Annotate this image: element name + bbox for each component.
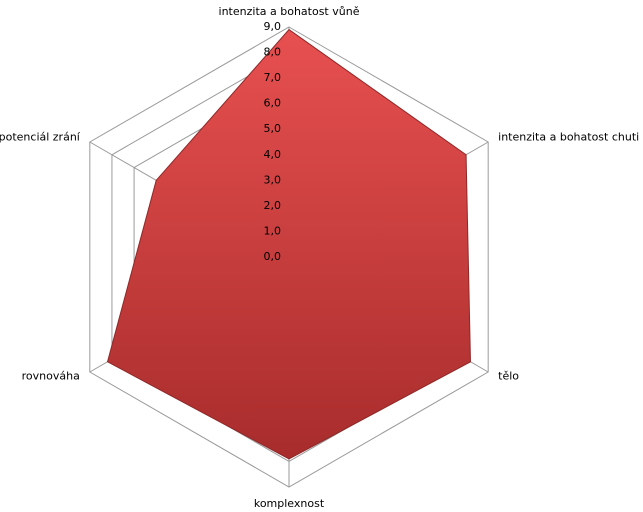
- tick-label: 5,0: [264, 122, 282, 135]
- category-label: intenzita a bohatost chuti: [498, 130, 639, 143]
- series-area: [106, 28, 471, 460]
- tick-label: 2,0: [264, 199, 282, 212]
- tick-label: 1,0: [264, 224, 282, 237]
- tick-label: 3,0: [264, 173, 282, 186]
- tick-label: 6,0: [264, 97, 282, 110]
- tick-label: 4,0: [264, 148, 282, 161]
- tick-label: 9,0: [264, 20, 282, 33]
- tick-label: 8,0: [264, 46, 282, 59]
- category-label: rovnováha: [22, 370, 80, 383]
- category-label: tělo: [498, 370, 519, 383]
- category-label: potenciál zrání: [0, 130, 81, 143]
- tick-label: 0,0: [264, 250, 282, 263]
- category-label: intenzita a bohatost vůně: [219, 5, 360, 18]
- tick-label: 7,0: [264, 71, 282, 84]
- category-label: komplexnost: [254, 497, 325, 510]
